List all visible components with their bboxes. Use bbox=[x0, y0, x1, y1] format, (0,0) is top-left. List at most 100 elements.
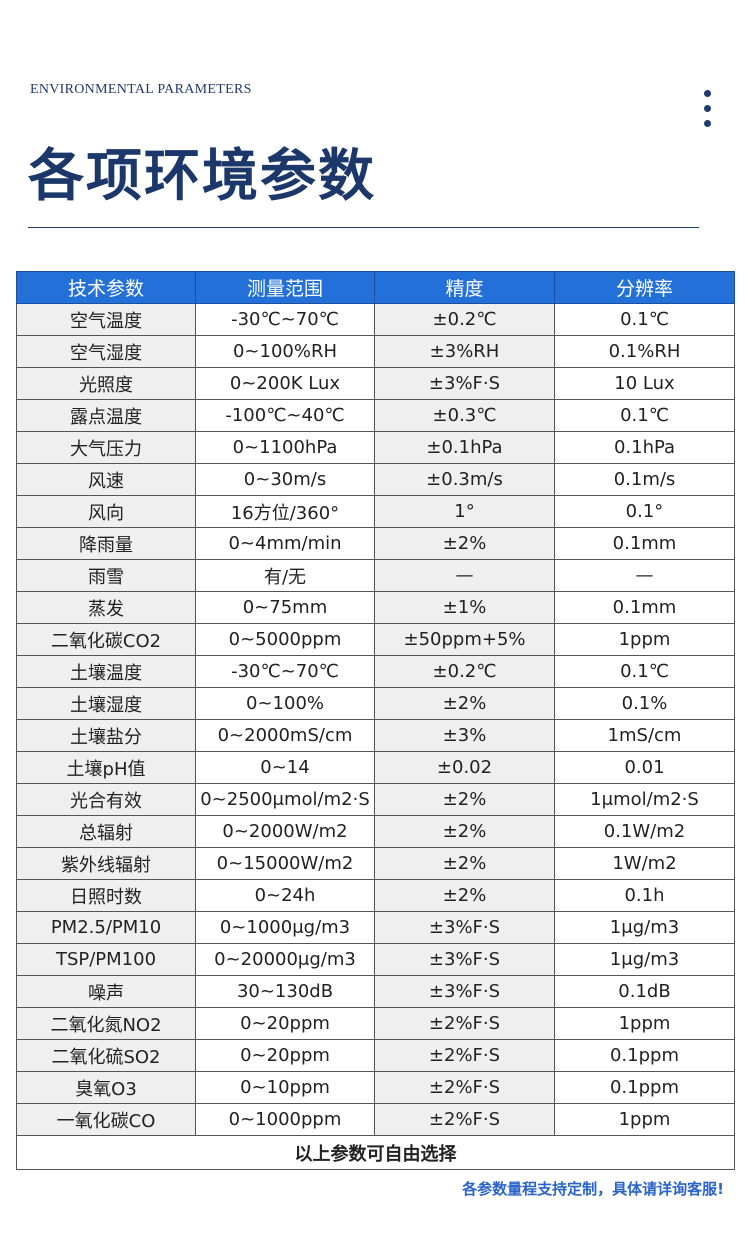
table-cell: 0.01 bbox=[554, 751, 735, 784]
table-cell: ±2% bbox=[374, 847, 555, 880]
table-cell: 0~2000W/m2 bbox=[195, 815, 375, 848]
column-header: 测量范围 bbox=[195, 271, 375, 304]
table-row: 土壤盐分 0~2000mS/cm ±3% 1mS/cm bbox=[16, 719, 735, 752]
table-cell: 光合有效 bbox=[16, 783, 196, 816]
table-cell: — bbox=[554, 559, 735, 592]
table-cell: 风速 bbox=[16, 463, 196, 496]
table-cell: ±3%F·S bbox=[374, 943, 555, 976]
column-header: 技术参数 bbox=[16, 271, 196, 304]
table-cell: 有/无 bbox=[195, 559, 375, 592]
table-cell: ±1% bbox=[374, 591, 555, 624]
table-cell: 0~20ppm bbox=[195, 1039, 375, 1072]
table-cell: 0~1000ppm bbox=[195, 1103, 375, 1136]
table-cell: ±2% bbox=[374, 815, 555, 848]
table-cell: — bbox=[374, 559, 555, 592]
table-cell: ±3%F·S bbox=[374, 367, 555, 400]
table-cell: 0.1ppm bbox=[554, 1039, 735, 1072]
table-cell: 大气压力 bbox=[16, 431, 196, 464]
table-cell: 1ppm bbox=[554, 1007, 735, 1040]
table-cell: 二氧化硫SO2 bbox=[16, 1039, 196, 1072]
table-header-row: 技术参数 测量范围 精度 分辨率 bbox=[16, 271, 735, 304]
table-cell: 蒸发 bbox=[16, 591, 196, 624]
table-cell: 0.1m/s bbox=[554, 463, 735, 496]
table-row: 土壤温度 -30℃~70℃ ±0.2℃ 0.1℃ bbox=[16, 655, 735, 688]
table-cell: 光照度 bbox=[16, 367, 196, 400]
table-cell: ±3%F·S bbox=[374, 911, 555, 944]
table-cell: 0.1mm bbox=[554, 591, 735, 624]
column-header: 分辨率 bbox=[554, 271, 735, 304]
table-row: 光合有效 0~2500μmol/m2·S ±2% 1μmol/m2·S bbox=[16, 783, 735, 816]
table-cell: ±0.2℃ bbox=[374, 303, 555, 336]
more-options-icon[interactable] bbox=[704, 90, 712, 135]
table-row: 土壤湿度 0~100% ±2% 0.1% bbox=[16, 687, 735, 720]
table-cell: ±2% bbox=[374, 527, 555, 560]
page-title: 各项环境参数 bbox=[28, 144, 376, 209]
table-cell: ±2% bbox=[374, 783, 555, 816]
table-row: 一氧化碳CO 0~1000ppm ±2%F·S 1ppm bbox=[16, 1103, 735, 1136]
table-cell: ±2% bbox=[374, 879, 555, 912]
table-cell: ±3%RH bbox=[374, 335, 555, 368]
table-cell: 0.1hPa bbox=[554, 431, 735, 464]
table-footer-row: 以上参数可自由选择 bbox=[16, 1135, 735, 1170]
table-cell: 0.1℃ bbox=[554, 399, 735, 432]
table-row: 雨雪 有/无 — — bbox=[16, 559, 735, 592]
table-cell: 0~14 bbox=[195, 751, 375, 784]
section-subtitle: ENVIRONMENTAL PARAMETERS bbox=[30, 82, 252, 97]
table-cell: 土壤盐分 bbox=[16, 719, 196, 752]
table-cell: 0.1ppm bbox=[554, 1071, 735, 1104]
table-cell: 0~15000W/m2 bbox=[195, 847, 375, 880]
table-cell: 0.1℃ bbox=[554, 303, 735, 336]
table-cell: 0~1000μg/m3 bbox=[195, 911, 375, 944]
table-cell: 0~4mm/min bbox=[195, 527, 375, 560]
table-row: 大气压力 0~1100hPa ±0.1hPa 0.1hPa bbox=[16, 431, 735, 464]
table-row: 二氧化碳CO2 0~5000ppm ±50ppm+5% 1ppm bbox=[16, 623, 735, 656]
table-row: 土壤pH值 0~14 ±0.02 0.01 bbox=[16, 751, 735, 784]
table-cell: 总辐射 bbox=[16, 815, 196, 848]
table-cell: ±3% bbox=[374, 719, 555, 752]
table-cell: 土壤pH值 bbox=[16, 751, 196, 784]
table-cell: 0.1dB bbox=[554, 975, 735, 1008]
table-cell: 0.1W/m2 bbox=[554, 815, 735, 848]
table-cell: 0~20000μg/m3 bbox=[195, 943, 375, 976]
table-cell: 1W/m2 bbox=[554, 847, 735, 880]
table-cell: ±3%F·S bbox=[374, 975, 555, 1008]
table-row: 降雨量 0~4mm/min ±2% 0.1mm bbox=[16, 527, 735, 560]
table-cell: 0.1° bbox=[554, 495, 735, 528]
table-cell: -30℃~70℃ bbox=[195, 655, 375, 688]
table-cell: TSP/PM100 bbox=[16, 943, 196, 976]
table-cell: 1ppm bbox=[554, 1103, 735, 1136]
table-cell: 空气湿度 bbox=[16, 335, 196, 368]
table-cell: 一氧化碳CO bbox=[16, 1103, 196, 1136]
table-cell: 0~5000ppm bbox=[195, 623, 375, 656]
table-row: 二氧化氮NO2 0~20ppm ±2%F·S 1ppm bbox=[16, 1007, 735, 1040]
table-row: 噪声 30~130dB ±3%F·S 0.1dB bbox=[16, 975, 735, 1008]
table-cell: 土壤温度 bbox=[16, 655, 196, 688]
table-cell: ±0.1hPa bbox=[374, 431, 555, 464]
table-cell: 雨雪 bbox=[16, 559, 196, 592]
table-row: 二氧化硫SO2 0~20ppm ±2%F·S 0.1ppm bbox=[16, 1039, 735, 1072]
table-cell: 二氧化碳CO2 bbox=[16, 623, 196, 656]
table-cell: 0~10ppm bbox=[195, 1071, 375, 1104]
table-cell: 0.1% bbox=[554, 687, 735, 720]
table-cell: ±2%F·S bbox=[374, 1103, 555, 1136]
column-header: 精度 bbox=[374, 271, 555, 304]
table-cell: 0.1h bbox=[554, 879, 735, 912]
customization-note: 各参数量程支持定制，具体请详询客服! bbox=[462, 1180, 724, 1198]
table-cell: 1μg/m3 bbox=[554, 911, 735, 944]
table-row: 空气湿度 0~100%RH ±3%RH 0.1%RH bbox=[16, 335, 735, 368]
table-row: PM2.5/PM10 0~1000μg/m3 ±3%F·S 1μg/m3 bbox=[16, 911, 735, 944]
table-cell: 0~2500μmol/m2·S bbox=[195, 783, 375, 816]
table-cell: ±2%F·S bbox=[374, 1039, 555, 1072]
table-cell: -100℃~40℃ bbox=[195, 399, 375, 432]
table-cell: 0~30m/s bbox=[195, 463, 375, 496]
table-cell: 露点温度 bbox=[16, 399, 196, 432]
table-row: 风速 0~30m/s ±0.3m/s 0.1m/s bbox=[16, 463, 735, 496]
table-cell: PM2.5/PM10 bbox=[16, 911, 196, 944]
table-cell: 1μg/m3 bbox=[554, 943, 735, 976]
table-cell: 日照时数 bbox=[16, 879, 196, 912]
table-row: 紫外线辐射 0~15000W/m2 ±2% 1W/m2 bbox=[16, 847, 735, 880]
table-cell: 紫外线辐射 bbox=[16, 847, 196, 880]
table-cell: ±0.3℃ bbox=[374, 399, 555, 432]
table-row: TSP/PM100 0~20000μg/m3 ±3%F·S 1μg/m3 bbox=[16, 943, 735, 976]
table-cell: 1μmol/m2·S bbox=[554, 783, 735, 816]
